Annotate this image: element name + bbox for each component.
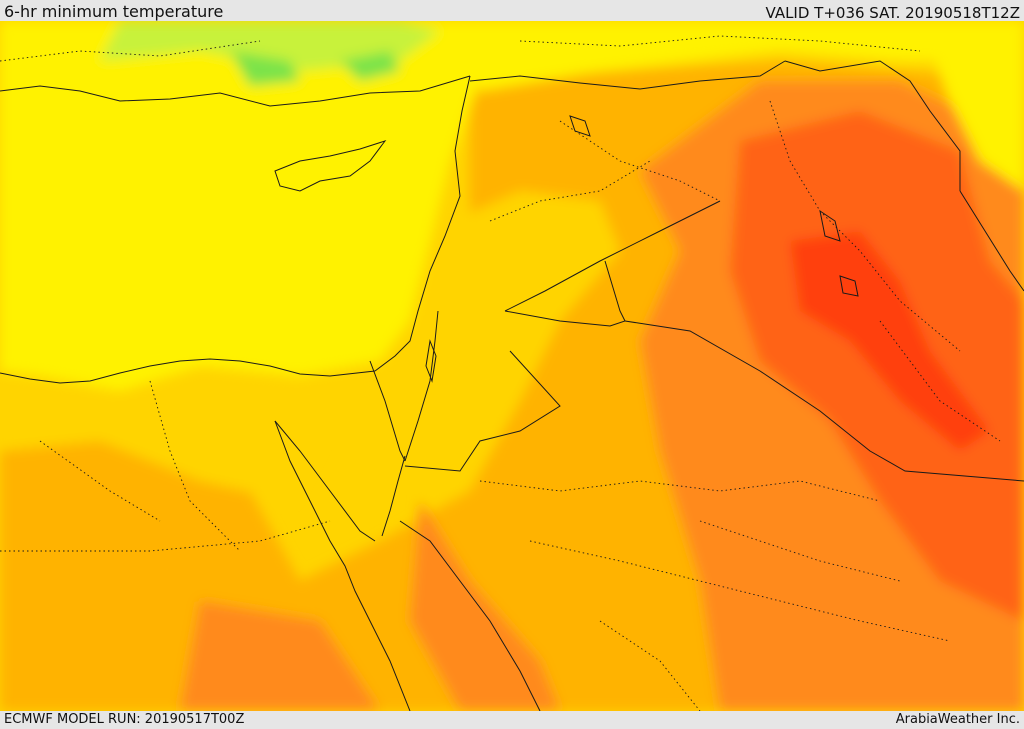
map-canvas <box>0 21 1024 711</box>
temperature-map[interactable] <box>0 21 1024 711</box>
admin-line-13 <box>699 520 901 582</box>
valid-time-label: VALID T+036 SAT. 20190518T12Z <box>765 4 1020 22</box>
admin-line-12 <box>39 440 161 522</box>
admin-line-5 <box>599 620 701 711</box>
temperature-field <box>0 21 1024 711</box>
cyprus-coast <box>274 140 387 192</box>
footer-bar: ECMWF MODEL RUN: 20190517T00Z ArabiaWeat… <box>0 711 1024 729</box>
lake-assad <box>569 115 591 137</box>
zone-light-green-patch-2 <box>340 51 400 81</box>
admin-line-7 <box>559 120 721 202</box>
zone-light-green-patch <box>230 51 300 86</box>
gulf-of-aqaba <box>381 455 406 537</box>
credit-label: ArabiaWeather Inc. <box>895 712 1020 727</box>
zone-yellow-med <box>0 21 480 391</box>
zone-gold-egypt <box>0 371 320 501</box>
iraq-iran-border <box>784 60 961 191</box>
admin-line-2 <box>149 380 241 552</box>
syria-iraq-border <box>504 200 721 312</box>
admin-line-4 <box>529 540 951 642</box>
gulf-of-suez <box>274 420 376 542</box>
israel-jordan-border <box>404 310 439 462</box>
admin-line-11 <box>519 35 921 52</box>
admin-boundaries <box>0 35 1001 711</box>
zone-yellow-iran <box>920 21 1024 191</box>
egypt-coast <box>0 358 376 384</box>
coastlines <box>0 75 1024 711</box>
levant-coast <box>374 75 471 372</box>
title-bar: 6-hr minimum temperature VALID T+036 SAT… <box>0 0 1024 22</box>
zone-red-orange-core <box>790 231 990 451</box>
red-sea-east-coast <box>399 520 541 711</box>
iraq-saudi-border <box>624 320 1024 482</box>
lake-tharthar <box>819 209 841 242</box>
turkey-coast <box>0 75 471 107</box>
red-sea-west-coast <box>274 420 411 711</box>
admin-line-9 <box>879 320 1001 442</box>
zone-yellow-turkey <box>470 21 1024 91</box>
zone-orange-redsea <box>410 501 560 711</box>
turkey-syria-border <box>469 60 786 90</box>
admin-line-6 <box>769 100 961 352</box>
zone-orange-egypt-south <box>180 601 380 711</box>
sinai-border <box>369 360 406 462</box>
map-title: 6-hr minimum temperature <box>4 2 224 21</box>
country-borders <box>369 60 1024 482</box>
jordan-south-border <box>404 350 561 472</box>
zone-gold-levant <box>400 191 620 491</box>
persian-gulf-coast <box>959 190 1024 292</box>
jordan-saudi-border <box>504 260 626 327</box>
lake-habbaniyah <box>839 275 859 297</box>
model-run-label: ECMWF MODEL RUN: 20190517T00Z <box>4 712 245 727</box>
